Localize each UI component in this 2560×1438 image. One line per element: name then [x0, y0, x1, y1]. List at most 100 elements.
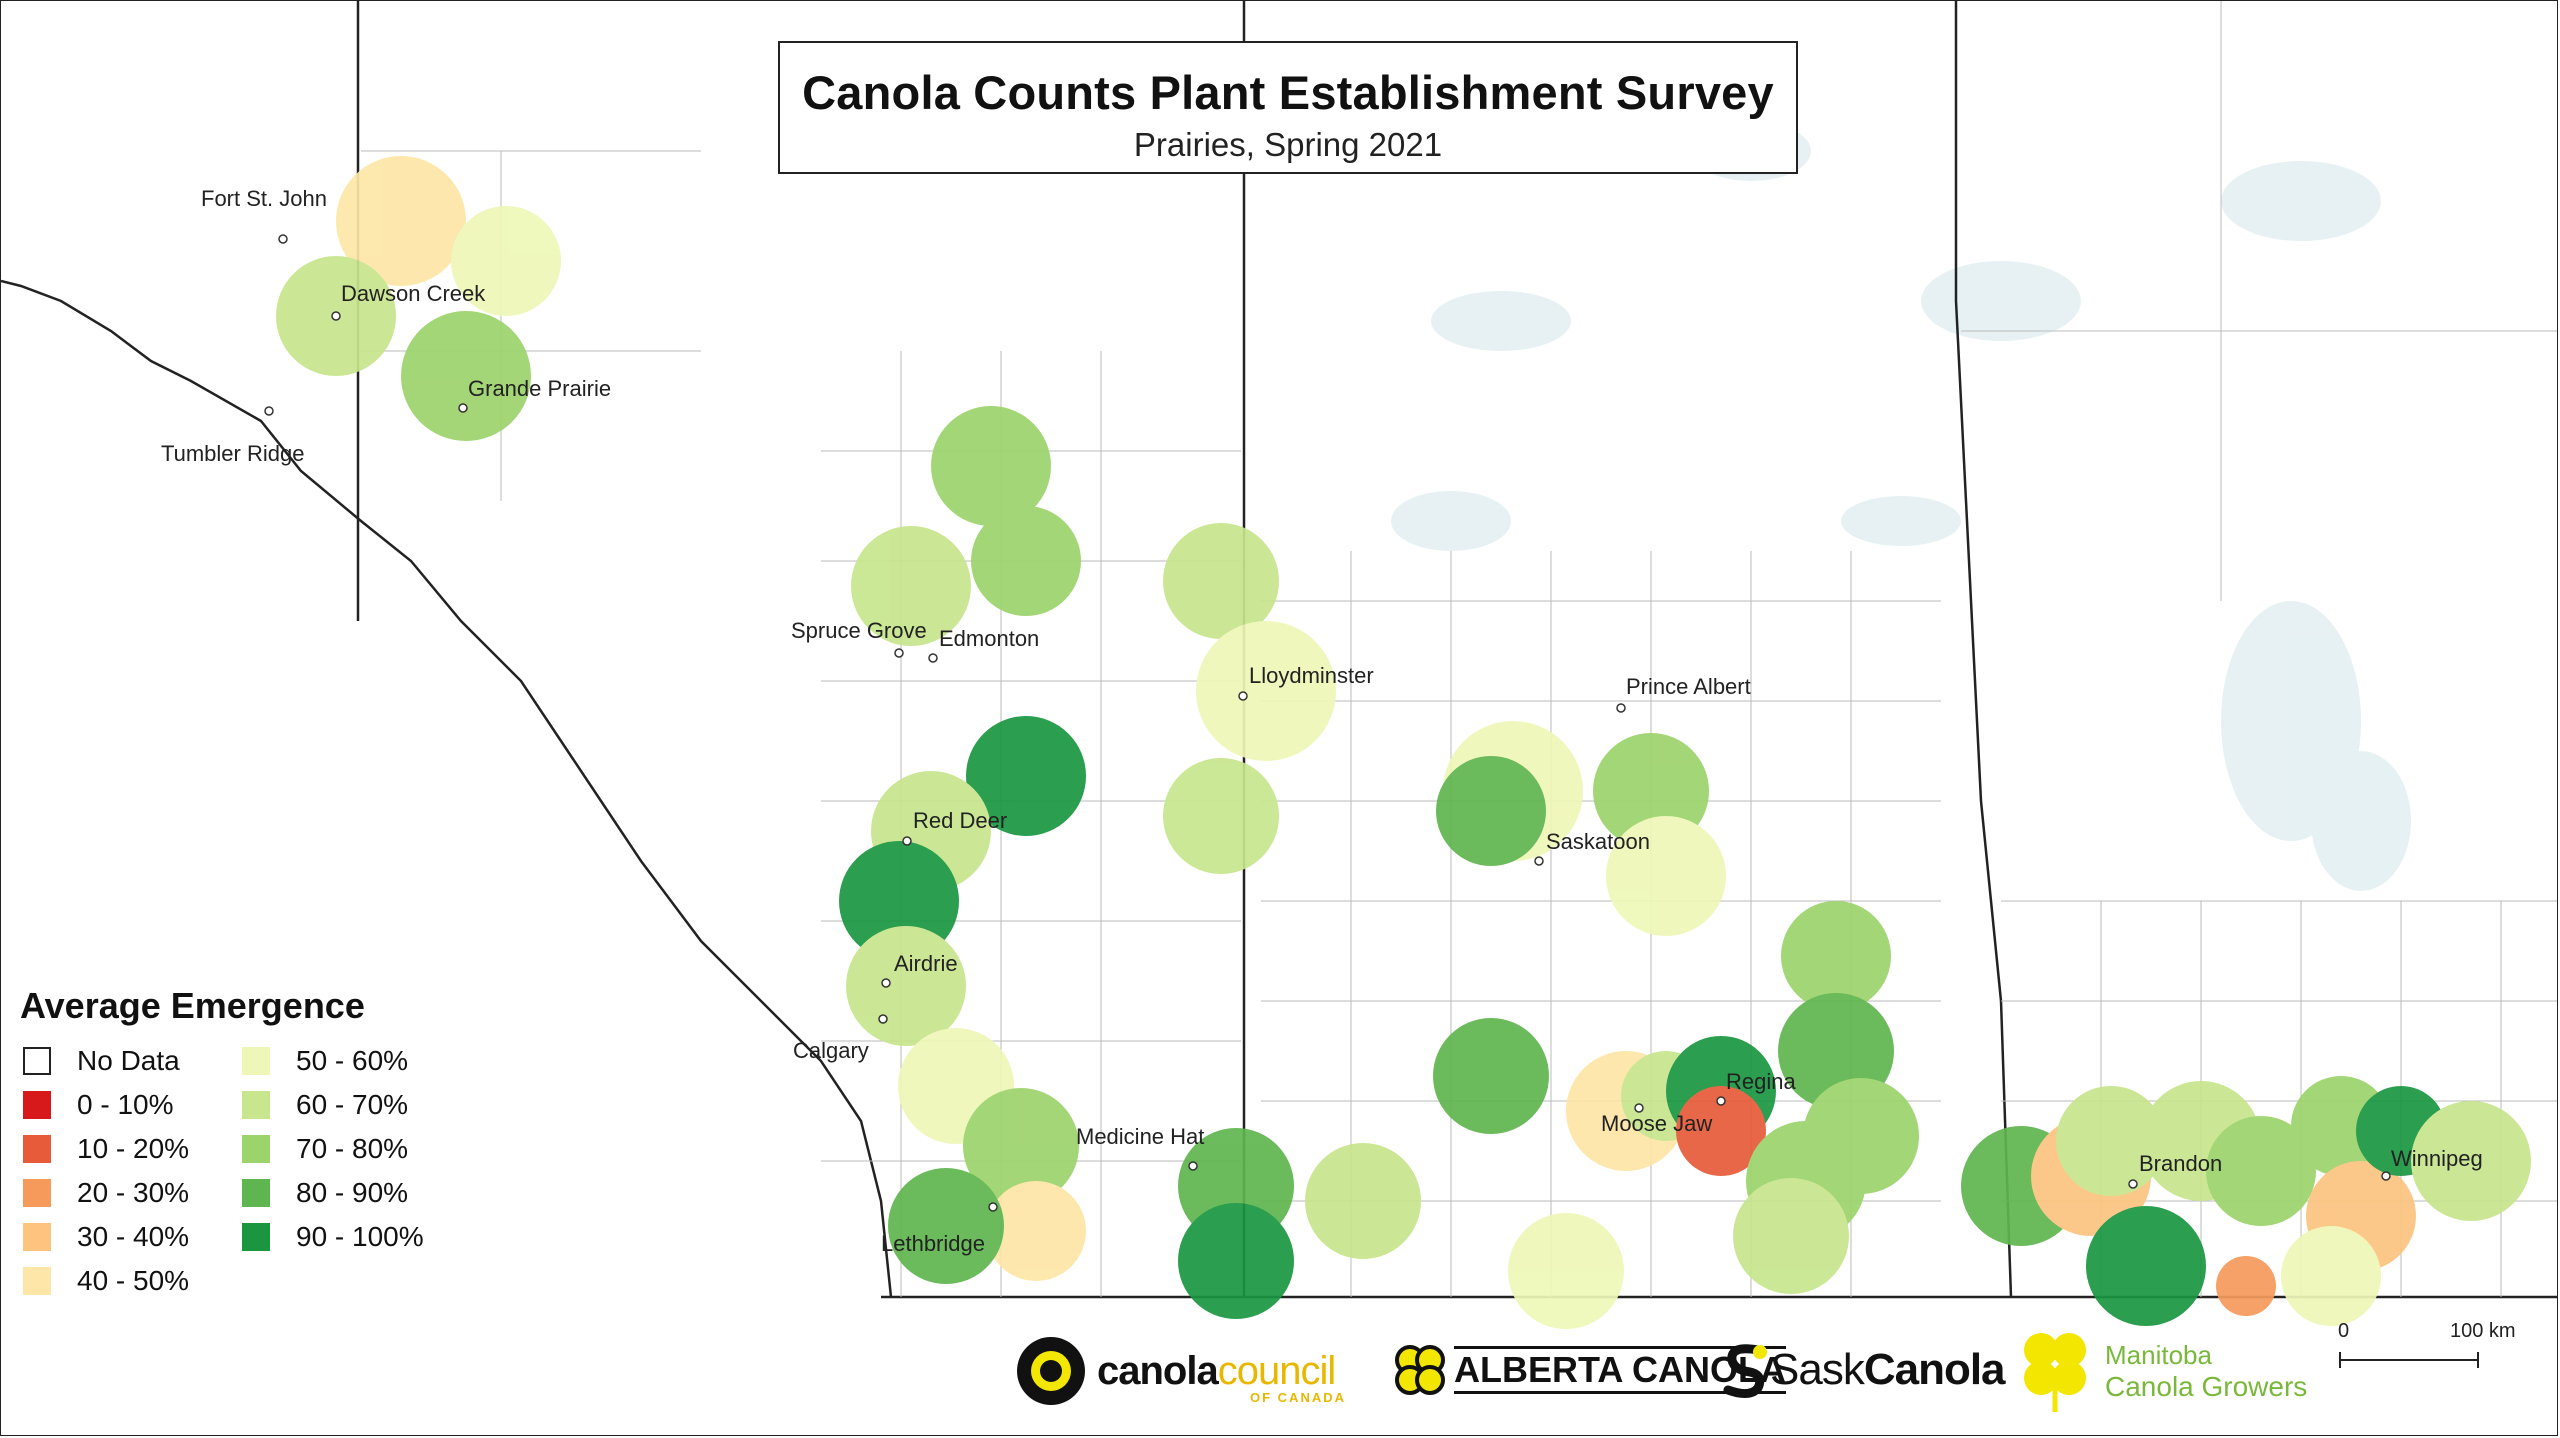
survey-circle [2216, 1256, 2276, 1316]
survey-circle [971, 506, 1081, 616]
legend-item: 70 - 80% [242, 1133, 409, 1164]
scale-line [2339, 1352, 2479, 1368]
survey-circle [1803, 1078, 1919, 1194]
survey-circle [2056, 1086, 2166, 1196]
saskcanola-logo: Sask Canola [1720, 1340, 2006, 1400]
scale-start-label: 0 [2338, 1320, 2350, 1342]
legend-swatch [242, 1223, 270, 1251]
legend-label: 70 - 80% [296, 1133, 409, 1164]
saskcanola-mark-icon [1723, 1344, 1767, 1398]
legend-swatch [23, 1223, 51, 1251]
survey-circle [963, 1088, 1079, 1204]
city-label: Airdrie [894, 951, 958, 976]
legend-swatch [23, 1135, 51, 1163]
ccc-logo-sub: OF CANADA [1250, 1390, 1346, 1405]
legend-item: 0 - 10% [23, 1089, 174, 1120]
legend-label: 10 - 20% [77, 1133, 190, 1164]
survey-circle [2281, 1226, 2381, 1326]
city-label: Grande Prairie [468, 376, 611, 401]
survey-circle [2206, 1116, 2316, 1226]
survey-circle [1436, 756, 1546, 866]
legend-label: 30 - 40% [77, 1221, 190, 1252]
legend-swatch [242, 1091, 270, 1119]
city-label: Tumbler Ridge [161, 441, 304, 466]
legend-swatch [23, 1267, 51, 1295]
survey-circle [931, 406, 1051, 526]
survey-circle [888, 1168, 1004, 1284]
ccc-logo-accent: council [1217, 1348, 1337, 1393]
city-label: Moose Jaw [1601, 1111, 1712, 1136]
city-label: Calgary [793, 1038, 869, 1063]
survey-circle [1676, 1086, 1766, 1176]
sask-text-a: Sask [1770, 1345, 1865, 1394]
legend-label: No Data [77, 1045, 180, 1076]
survey-circle [966, 716, 1086, 836]
canola-council-mark-icon [1017, 1337, 1085, 1405]
legend-item: 50 - 60% [242, 1045, 409, 1076]
legend-swatch [23, 1047, 51, 1075]
mb-line2: Canola Growers [2105, 1370, 2308, 1402]
legend-heading: Average Emergence [20, 985, 365, 1026]
legend-item: 10 - 20% [23, 1133, 190, 1164]
legend-label: 20 - 30% [77, 1177, 190, 1208]
legend-item: 90 - 100% [242, 1221, 424, 1252]
survey-circle [986, 1181, 1086, 1281]
legend-swatch [242, 1135, 270, 1163]
survey-circle [846, 926, 966, 1046]
legend-item: 40 - 50% [23, 1265, 190, 1296]
city-label: Fort St. John [201, 186, 327, 211]
legend-item: 80 - 90% [242, 1177, 409, 1208]
survey-circle [1606, 816, 1726, 936]
survey-circle [1163, 758, 1279, 874]
city-label: Red Deer [913, 808, 1007, 833]
legend: Average Emergence No Data 0 - 10% 10 - 2… [20, 985, 460, 1305]
survey-circle [401, 311, 531, 441]
city-label: Saskatoon [1546, 829, 1650, 854]
survey-circles [276, 156, 2531, 1329]
map-subtitle: Prairies, Spring 2021 [1133, 126, 1443, 163]
legend-label: 50 - 60% [296, 1045, 409, 1076]
legend-swatch [23, 1091, 51, 1119]
legend-label: 0 - 10% [77, 1089, 174, 1120]
canola-council-logo: canola council [1015, 1335, 1337, 1407]
survey-circle [1178, 1203, 1294, 1319]
legend-item-no-data: No Data [23, 1045, 180, 1076]
city-label: Regina [1726, 1069, 1796, 1094]
survey-circle [1733, 1178, 1849, 1294]
city-labels: Fort St. John Dawson Creek Grande Prairi… [161, 186, 2483, 1256]
survey-circle [1781, 901, 1891, 1011]
survey-circle [1196, 621, 1336, 761]
survey-circle [851, 526, 971, 646]
city-label: Medicine Hat [1076, 1124, 1204, 1149]
survey-circle [1508, 1213, 1624, 1329]
city-label: Spruce Grove [791, 618, 927, 643]
map-title: Canola Counts Plant Establishment Survey [802, 66, 1774, 119]
legend-label: 80 - 90% [296, 1177, 409, 1208]
manitoba-canola-growers-logo: Manitoba Canola Growers [2015, 1328, 2307, 1414]
scale-bar: 0 100 km [2330, 1320, 2530, 1380]
survey-circle [1163, 523, 1279, 639]
survey-circle [451, 206, 561, 316]
legend-item: 30 - 40% [23, 1221, 190, 1252]
legend-swatch [23, 1179, 51, 1207]
ccc-logo-main: canola [1097, 1348, 1219, 1393]
legend-label: 60 - 70% [296, 1089, 409, 1120]
scale-end-label: 100 km [2450, 1320, 2516, 1342]
survey-circle [1433, 1018, 1549, 1134]
survey-circle [2086, 1206, 2206, 1326]
legend-label: 40 - 50% [77, 1265, 190, 1296]
sask-text-b: Canola [1863, 1345, 2006, 1394]
city-label: Lethbridge [881, 1231, 985, 1256]
survey-circle [1305, 1143, 1421, 1259]
map-title-box: Canola Counts Plant Establishment Survey… [778, 41, 1798, 174]
manitoba-canola-flower-icon [2024, 1333, 2086, 1412]
survey-circle [336, 156, 466, 286]
city-label: Edmonton [939, 626, 1039, 651]
city-label: Prince Albert [1626, 674, 1751, 699]
legend-swatch [242, 1047, 270, 1075]
city-label: Brandon [2139, 1151, 2222, 1176]
legend-item: 60 - 70% [242, 1089, 409, 1120]
city-label: Winnipeg [2391, 1146, 2483, 1171]
